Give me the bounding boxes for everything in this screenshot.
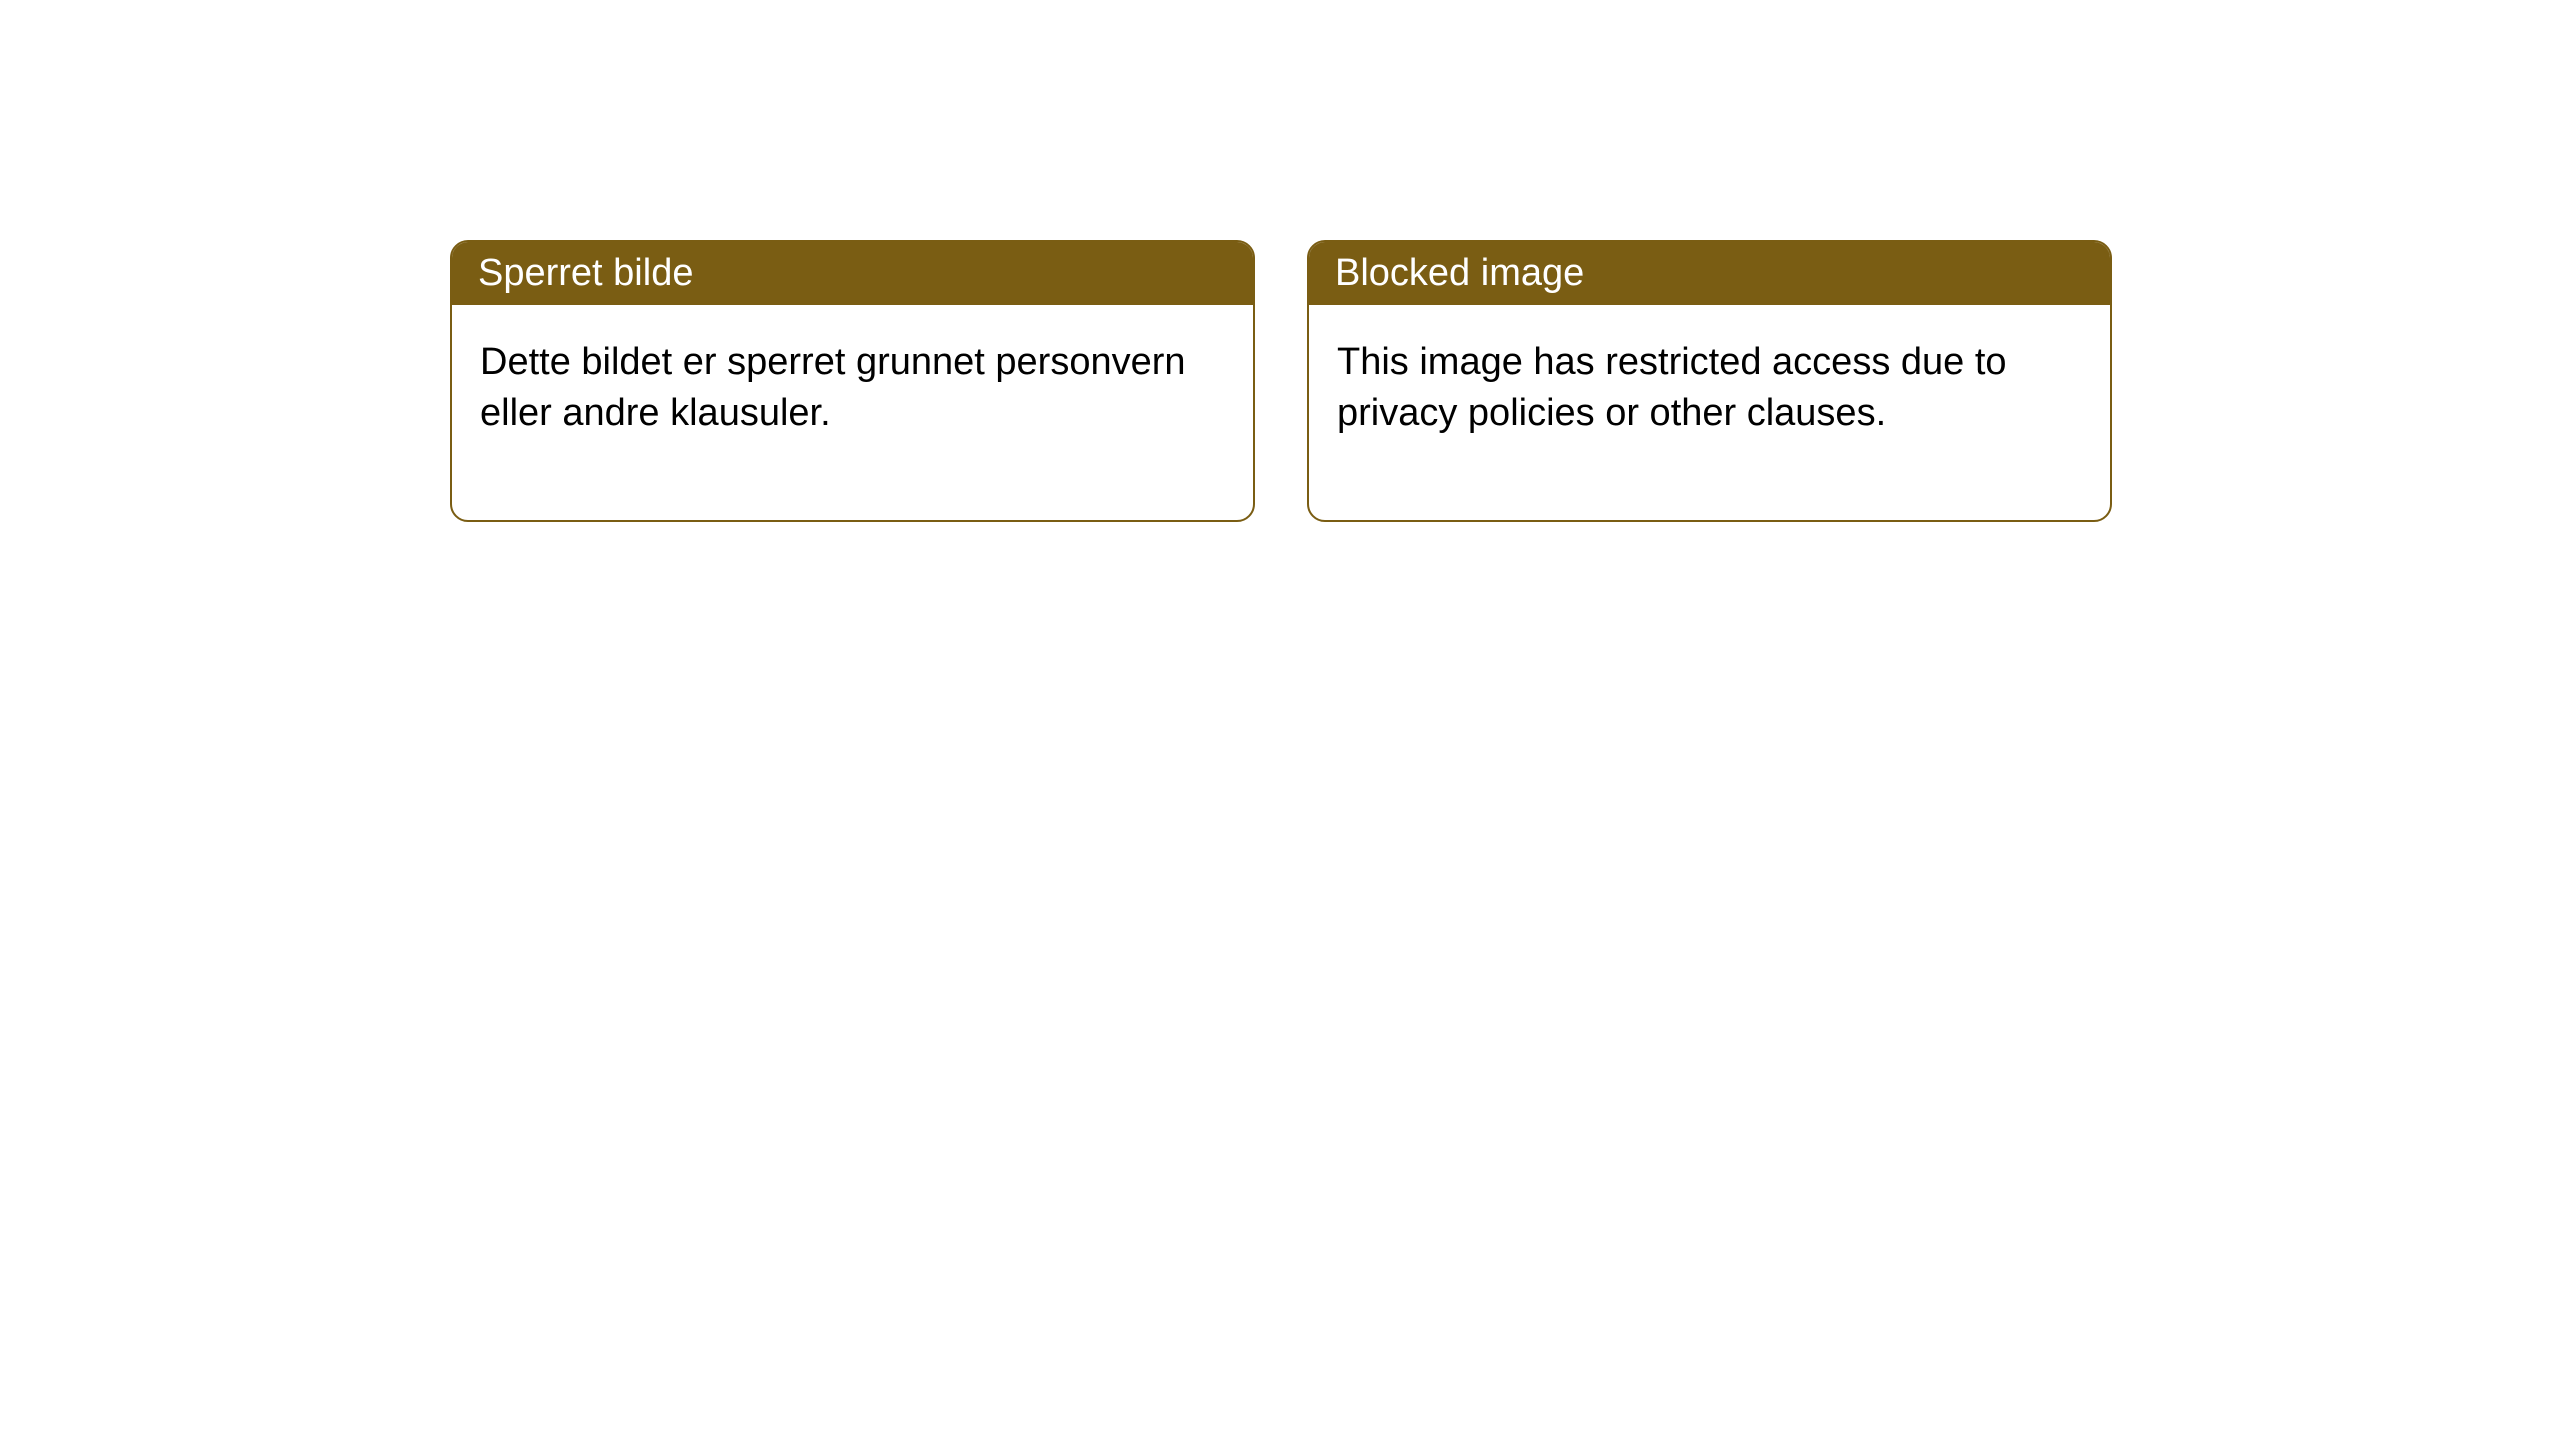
notice-card-norwegian: Sperret bilde Dette bildet er sperret gr… [450,240,1255,522]
notice-title: Sperret bilde [478,252,693,294]
notice-header: Sperret bilde [452,242,1253,305]
notice-container: Sperret bilde Dette bildet er sperret gr… [0,0,2560,522]
notice-body-text: Dette bildet er sperret grunnet personve… [480,341,1186,434]
notice-body: Dette bildet er sperret grunnet personve… [452,305,1253,520]
notice-title: Blocked image [1335,252,1584,294]
notice-body: This image has restricted access due to … [1309,305,2110,520]
notice-header: Blocked image [1309,242,2110,305]
notice-card-english: Blocked image This image has restricted … [1307,240,2112,522]
notice-body-text: This image has restricted access due to … [1337,341,2007,434]
